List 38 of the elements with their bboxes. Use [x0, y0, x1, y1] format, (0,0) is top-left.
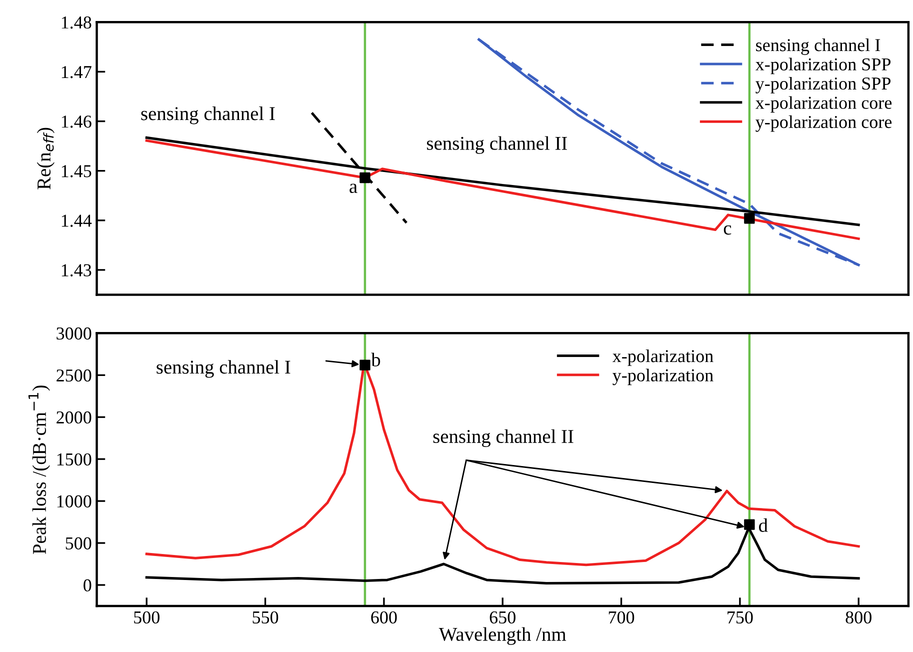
annotation: b	[371, 352, 380, 366]
y-tick-label: 1000	[57, 495, 92, 508]
annotation: sensing channel II	[426, 136, 567, 154]
y-tick-label: 1.46	[62, 116, 92, 128]
x-tick-label: 650	[490, 611, 516, 624]
y-tick-label: 2000	[56, 411, 92, 424]
annotation: sensing channel I	[156, 360, 290, 378]
legend-label: x-polarization core	[755, 96, 892, 113]
y-tick-label: 1.45	[62, 165, 92, 178]
legend-label: y-polarization SPP	[756, 76, 891, 94]
y-axis-title: Re(n$_{eff}$)	[36, 128, 55, 190]
annotation: sensing channel II	[433, 429, 574, 448]
annotation: c	[724, 225, 732, 235]
legend-label: y-polarization	[612, 368, 714, 386]
x-tick-label: 550	[252, 611, 278, 624]
y-tick-label: 1.43	[62, 264, 92, 276]
legend-label: x-polarization SPP	[755, 58, 891, 74]
y-tick-label: 2500	[56, 369, 92, 382]
y-tick-label: 3000	[56, 327, 92, 340]
y-tick-label: 1.47	[62, 66, 92, 78]
y-axis-title: Peak loss /(dB·cm$^{−1}$)	[28, 386, 50, 554]
legend-label: y-polarization core	[756, 115, 892, 132]
legend-label: x-polarization	[612, 350, 714, 366]
y-tick-label: 1.48	[62, 16, 92, 29]
x-axis-title: Wavelength /nm	[438, 627, 566, 645]
x-tick-label: 500	[134, 611, 160, 624]
x-tick-label: 600	[371, 611, 397, 624]
y-tick-label: 500	[66, 537, 92, 550]
annotation: sensing channel I	[141, 106, 275, 124]
annotation: a	[350, 184, 358, 194]
y-tick-label: 1.44	[62, 214, 92, 227]
x-tick-label: 800	[846, 611, 872, 624]
legend-label: sensing channel I	[756, 38, 880, 55]
y-tick-label: 0	[84, 579, 92, 592]
x-tick-label: 750	[728, 611, 753, 624]
y-tick-label: 1500	[57, 453, 92, 466]
annotation: d	[758, 518, 768, 532]
x-tick-label: 700	[608, 611, 634, 624]
